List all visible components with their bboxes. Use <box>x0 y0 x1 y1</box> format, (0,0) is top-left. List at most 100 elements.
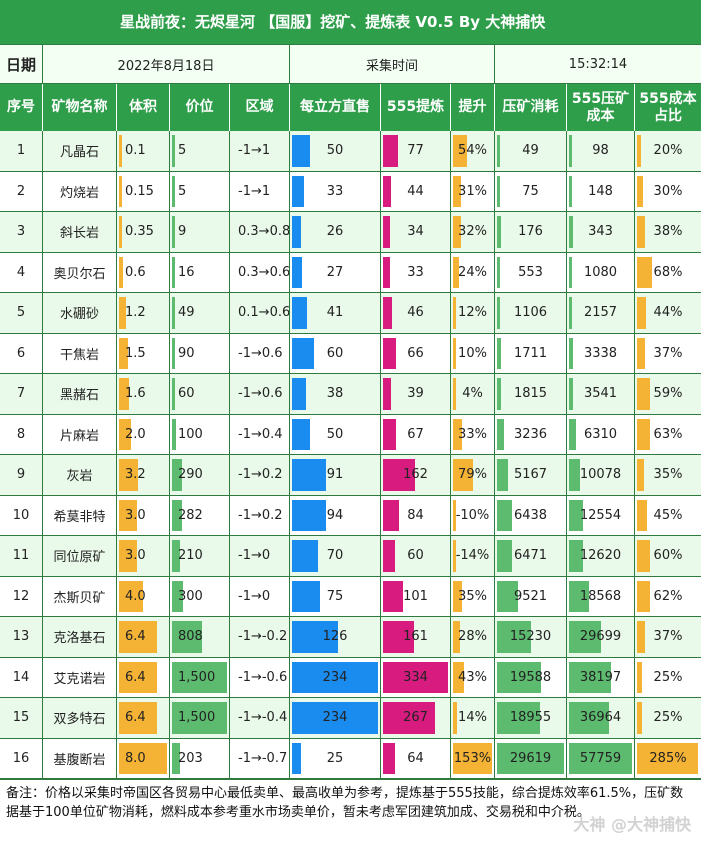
header-direct-sale: 每立方直售 <box>290 84 381 131</box>
cell-compress-cost: 49 <box>495 131 567 171</box>
cell-value: 162 <box>403 467 428 483</box>
cell-refine-555: 44 <box>381 171 451 211</box>
cell-value: 12620 <box>579 548 622 564</box>
data-bar <box>292 540 318 572</box>
cell-value: 60 <box>407 548 424 564</box>
cell-value: 0.6 <box>125 264 146 280</box>
cell-value: 41 <box>326 305 344 321</box>
cell-cost-ratio-555: 25% <box>635 698 701 738</box>
cell-ore-name: 克洛基石 <box>43 617 117 657</box>
cell-refine-555: 162 <box>381 455 451 495</box>
cell-refine-555: 334 <box>381 657 451 697</box>
table-row: 14 艾克诺岩 6.4 1,500 -1→-0.6 234 334 43% 19588 38197… <box>0 657 701 698</box>
cell-zone: -1→-0.2 <box>230 617 290 657</box>
cell-value: 49 <box>522 143 539 159</box>
data-bar <box>453 499 456 531</box>
data-bar <box>569 540 583 572</box>
header-row-number: 序号 <box>0 84 43 131</box>
cell-row-number: 6 <box>0 333 43 373</box>
cell-value: 5 <box>178 183 187 199</box>
cell-value: 0.1→0.6 <box>238 305 290 321</box>
cell-price: 16 <box>170 252 230 292</box>
cell-value: 282 <box>178 507 203 523</box>
cell-zone: 0.3→0.8 <box>230 212 290 252</box>
cell-value: 176 <box>518 224 543 240</box>
data-bar <box>453 337 456 369</box>
table-row: 11 同位原矿 3.0 210 -1→0 70 60 -14% 6471 12620 60% <box>0 536 701 577</box>
cell-value: 艾克诺岩 <box>53 671 106 687</box>
cell-value: 25% <box>653 710 683 726</box>
cell-zone: -1→0.6 <box>230 374 290 414</box>
cell-value: 38 <box>326 386 344 402</box>
cell-value: 3.0 <box>125 548 146 564</box>
data-bar <box>383 742 395 774</box>
data-bar <box>172 702 227 734</box>
cell-value: -1→0 <box>238 588 271 604</box>
data-bar <box>172 175 175 207</box>
cell-value: 60 <box>326 345 344 361</box>
data-bar <box>172 378 175 410</box>
cell-value: 77 <box>407 143 424 159</box>
cell-boost: 54% <box>451 131 495 171</box>
cell-row-number: 12 <box>0 576 43 616</box>
data-bar <box>172 337 175 369</box>
cell-value: 36964 <box>579 710 622 726</box>
cell-compress-cost: 75 <box>495 171 567 211</box>
cell-value: 75 <box>522 183 539 199</box>
cell-value: 0.3→0.8 <box>238 224 290 240</box>
cell-value: -1→-0.6 <box>238 669 288 685</box>
data-bar <box>569 661 611 693</box>
cell-value: -1→0.6 <box>238 386 283 402</box>
cell-row-number: 16 <box>0 738 43 778</box>
cell-row-number: 5 <box>0 293 43 333</box>
data-bar <box>637 216 645 248</box>
cell-volume: 4.0 <box>117 576 170 616</box>
cell-value: 5 <box>178 143 187 159</box>
header-price: 价位 <box>170 84 230 131</box>
cell-direct-sale: 91 <box>290 455 381 495</box>
data-bar <box>383 378 391 410</box>
data-bar <box>637 256 652 288</box>
cell-row-number: 7 <box>0 374 43 414</box>
cell-value: 30% <box>653 183 683 199</box>
data-bar <box>383 216 390 248</box>
cell-row-number: 14 <box>0 657 43 697</box>
cell-value: 基腹断岩 <box>53 752 106 768</box>
cell-price: 210 <box>170 536 230 576</box>
cell-price: 808 <box>170 617 230 657</box>
cell-cost-555: 10078 <box>567 455 635 495</box>
cell-value: 34 <box>407 224 424 240</box>
cell-cost-ratio-555: 44% <box>635 293 701 333</box>
cell-value: 7 <box>16 386 26 402</box>
cell-direct-sale: 234 <box>290 698 381 738</box>
table-row: 5 水硼砂 1.2 49 0.1→0.6 41 46 12% 1106 2157 44% <box>0 293 701 334</box>
cell-ore-name: 灰岩 <box>43 455 117 495</box>
cell-cost-555: 12554 <box>567 495 635 535</box>
data-bar <box>637 661 642 693</box>
cell-direct-sale: 41 <box>290 293 381 333</box>
cell-value: 18568 <box>579 588 622 604</box>
cell-row-number: 1 <box>0 131 43 171</box>
cell-zone: -1→-0.4 <box>230 698 290 738</box>
data-bar <box>453 702 457 734</box>
cell-row-number: 2 <box>0 171 43 211</box>
cell-direct-sale: 33 <box>290 171 381 211</box>
cell-value: 59% <box>653 386 683 402</box>
cell-price: 90 <box>170 333 230 373</box>
cell-value: 60 <box>178 386 195 402</box>
table-row: 6 干焦岩 1.5 90 -1→0.6 60 66 10% 1711 3338 37% <box>0 333 701 374</box>
cell-value: 6.4 <box>125 629 146 645</box>
cell-value: 2157 <box>583 305 618 321</box>
cell-value: 2.0 <box>125 426 146 442</box>
cell-compress-cost: 9521 <box>495 576 567 616</box>
cell-cost-555: 57759 <box>567 738 635 778</box>
data-bar <box>383 459 415 491</box>
cell-cost-ratio-555: 38% <box>635 212 701 252</box>
cell-value: 双多特石 <box>53 712 106 728</box>
cell-boost: 14% <box>451 698 495 738</box>
data-bar <box>497 297 500 329</box>
cell-refine-555: 101 <box>381 576 451 616</box>
cell-row-number: 10 <box>0 495 43 535</box>
data-bar <box>497 459 508 491</box>
cell-zone: 0.1→0.6 <box>230 293 290 333</box>
